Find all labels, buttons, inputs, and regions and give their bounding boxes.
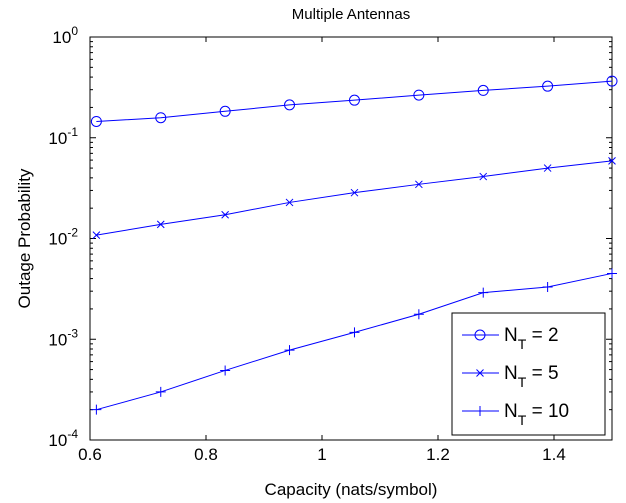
data-point (350, 188, 359, 197)
series-line (96, 160, 613, 236)
series-1 (90, 75, 618, 127)
legend-entry: NT = 2 (462, 325, 559, 352)
legend-entry: NT = 10 (462, 401, 569, 428)
y-tick-label: 10-3 (48, 326, 78, 349)
x-tick-label: 1.2 (426, 445, 450, 464)
x-tick-label: 0.6 (78, 445, 102, 464)
x-tick-label: 0.8 (194, 445, 218, 464)
data-point (284, 99, 296, 111)
data-point (90, 115, 102, 127)
y-tick-label: 10-2 (48, 226, 78, 249)
data-point (349, 327, 360, 338)
data-point (219, 105, 231, 117)
data-point (91, 404, 102, 415)
x-tick-label: 1 (317, 445, 326, 464)
data-point (221, 210, 229, 219)
legend-marker (475, 406, 485, 416)
x-tick-label: 1.4 (542, 445, 566, 464)
series-3 (91, 268, 617, 415)
data-point (542, 80, 554, 92)
series-layer (90, 75, 618, 415)
data-point (220, 365, 231, 376)
data-point (607, 268, 617, 279)
data-point (543, 164, 552, 172)
legend: NT = 2 NT = 5 NT = 10 (451, 312, 606, 436)
data-point (413, 89, 425, 101)
data-point (479, 172, 488, 181)
data-point (413, 309, 424, 320)
y-tick-label: 10-4 (48, 427, 78, 450)
legend-marker (474, 329, 486, 341)
legend-box (451, 312, 606, 436)
legend-label: NT = 10 (504, 401, 569, 428)
chart-title: Multiple Antennas (292, 6, 410, 23)
data-point (285, 198, 294, 207)
data-point (415, 180, 423, 189)
y-tick-label: 10-1 (48, 125, 78, 148)
data-point (606, 75, 618, 87)
x-axis-label: Capacity (nats/symbol) (265, 480, 438, 499)
legend-entry: NT = 5 (462, 363, 559, 390)
data-point (542, 282, 553, 293)
data-point (155, 112, 167, 124)
legend-label: NT = 5 (504, 363, 559, 390)
data-point (155, 386, 166, 397)
data-point (348, 94, 360, 106)
data-point (92, 231, 101, 239)
legend-marker (476, 369, 484, 377)
y-axis-label: Outage Probability (15, 168, 34, 308)
data-point (608, 156, 616, 165)
data-point (478, 287, 489, 298)
series-2 (92, 156, 616, 239)
data-point (284, 345, 295, 356)
series-line (96, 80, 613, 122)
data-point (156, 220, 165, 229)
y-tick-label: 100 (52, 24, 78, 47)
data-point (477, 84, 489, 96)
legend-label: NT = 2 (504, 325, 559, 352)
